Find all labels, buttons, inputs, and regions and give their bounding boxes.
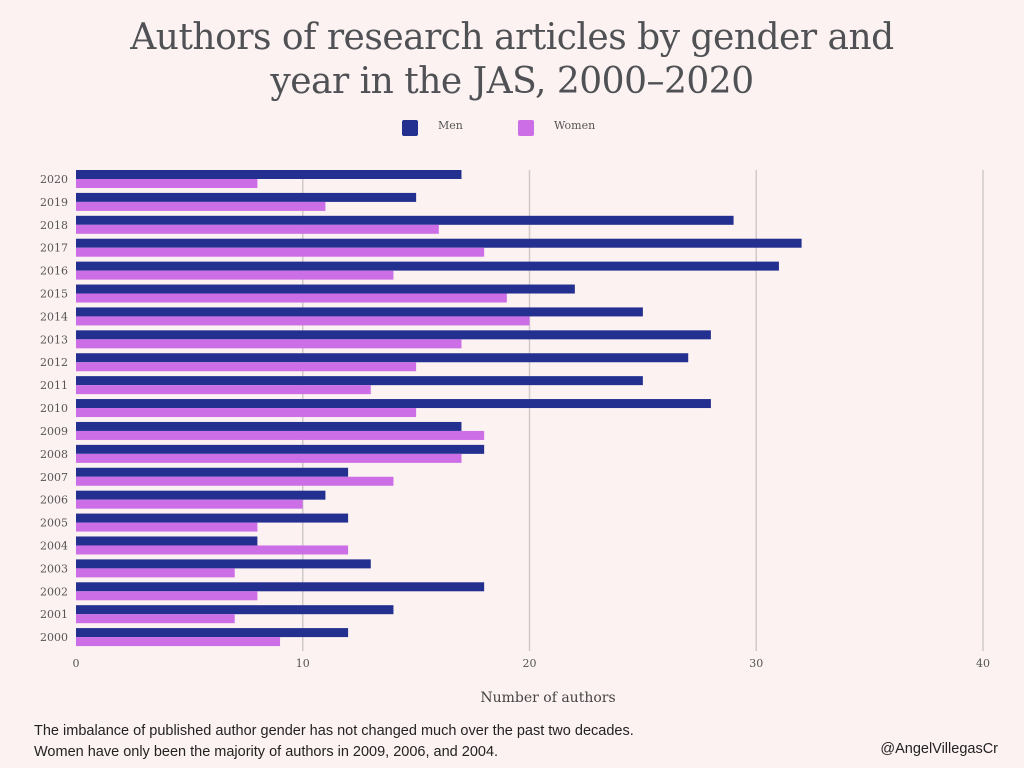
y-tick-label-2004: 2004 [40,539,68,552]
bar-women-2009 [76,430,485,440]
y-tick-label-2001: 2001 [40,608,68,621]
bar-women-2005 [76,522,258,532]
y-tick-label-2003: 2003 [40,562,68,575]
bar-women-2004 [76,545,349,555]
bar-women-2010 [76,408,417,418]
y-tick-label-2000: 2000 [40,631,68,644]
chart-caption: The imbalance of published author gender… [34,723,634,760]
bar-men-2015 [76,284,575,294]
bar-men-2009 [76,421,462,431]
y-tick-label-2002: 2002 [40,585,68,598]
bar-men-2012 [76,353,689,363]
bar-men-2008 [76,444,485,454]
y-tick-label-2008: 2008 [40,448,68,461]
bar-women-2014 [76,316,530,326]
bar-men-2001 [76,605,394,615]
x-tick-label-0: 0 [73,657,80,670]
bar-men-2014 [76,307,643,317]
y-tick-label-2017: 2017 [40,242,68,255]
bar-women-2015 [76,293,507,303]
bar-women-2003 [76,568,235,578]
bar-women-2019 [76,201,326,211]
legend-label-men: Men [438,119,463,132]
bar-men-2004 [76,536,258,546]
y-tick-label-2009: 2009 [40,425,68,438]
bar-series [76,170,802,647]
bar-women-2012 [76,362,417,372]
bar-men-2016 [76,261,779,271]
y-tick-label-2015: 2015 [40,288,68,301]
x-tick-label-20: 20 [523,657,537,670]
y-tick-label-2019: 2019 [40,196,68,209]
bar-men-2002 [76,582,485,592]
bar-women-2016 [76,270,394,280]
bar-men-2020 [76,170,462,179]
bar-men-2005 [76,513,349,523]
y-tick-label-2006: 2006 [40,494,68,507]
x-tick-label-10: 10 [296,657,310,670]
y-tick-label-2012: 2012 [40,356,68,369]
y-tick-label-2010: 2010 [40,402,68,415]
x-axis-labels: 0 10 20 30 40 [73,657,991,670]
bar-men-2019 [76,192,417,202]
y-tick-label-2018: 2018 [40,219,68,232]
bar-women-2017 [76,247,485,257]
y-tick-label-2011: 2011 [40,379,68,392]
x-axis-title: Number of authors [480,690,615,706]
chart-title-line-1: Authors of research articles by gender a… [130,17,894,58]
bar-chart: 2020 2019 2018 2017 2016 2015 2014 2013 2012 2011… [40,170,991,706]
x-tick-label-30: 30 [749,657,763,670]
y-tick-label-2016: 2016 [40,265,68,278]
bar-women-2002 [76,591,258,601]
legend-label-women: Women [554,119,596,132]
bar-women-2008 [76,453,462,463]
bar-men-2006 [76,490,326,500]
author-handle: @AngelVillegasCr [880,741,998,757]
bar-women-2013 [76,339,462,349]
bar-men-2000 [76,628,349,638]
bar-women-2001 [76,614,235,624]
bar-men-2010 [76,399,711,409]
bar-men-2003 [76,559,371,569]
y-tick-label-2014: 2014 [40,310,68,323]
bar-men-2018 [76,215,734,225]
x-tick-label-40: 40 [976,657,990,670]
y-tick-label-2020: 2020 [40,173,68,186]
bar-men-2017 [76,238,802,248]
legend-swatch-women [518,120,534,136]
bar-women-2018 [76,224,439,234]
bar-women-2006 [76,499,303,509]
chart-title-line-2: year in the JAS, 2000–2020 [270,61,754,102]
bar-women-2000 [76,637,281,647]
bar-women-2007 [76,476,394,486]
y-tick-label-2013: 2013 [40,333,68,346]
bar-men-2013 [76,330,711,340]
y-axis-labels: 2020 2019 2018 2017 2016 2015 2014 2013 2012 2011… [40,173,68,644]
bar-men-2011 [76,376,643,386]
chart-title: Authors of research articles by gender a… [0,16,1024,104]
bar-men-2007 [76,467,349,477]
y-tick-label-2007: 2007 [40,471,68,484]
bar-women-2020 [76,179,258,188]
chart-legend: Men Women [0,118,1024,138]
bar-women-2011 [76,385,371,395]
legend-swatch-men [402,120,418,136]
y-tick-label-2005: 2005 [40,517,68,530]
